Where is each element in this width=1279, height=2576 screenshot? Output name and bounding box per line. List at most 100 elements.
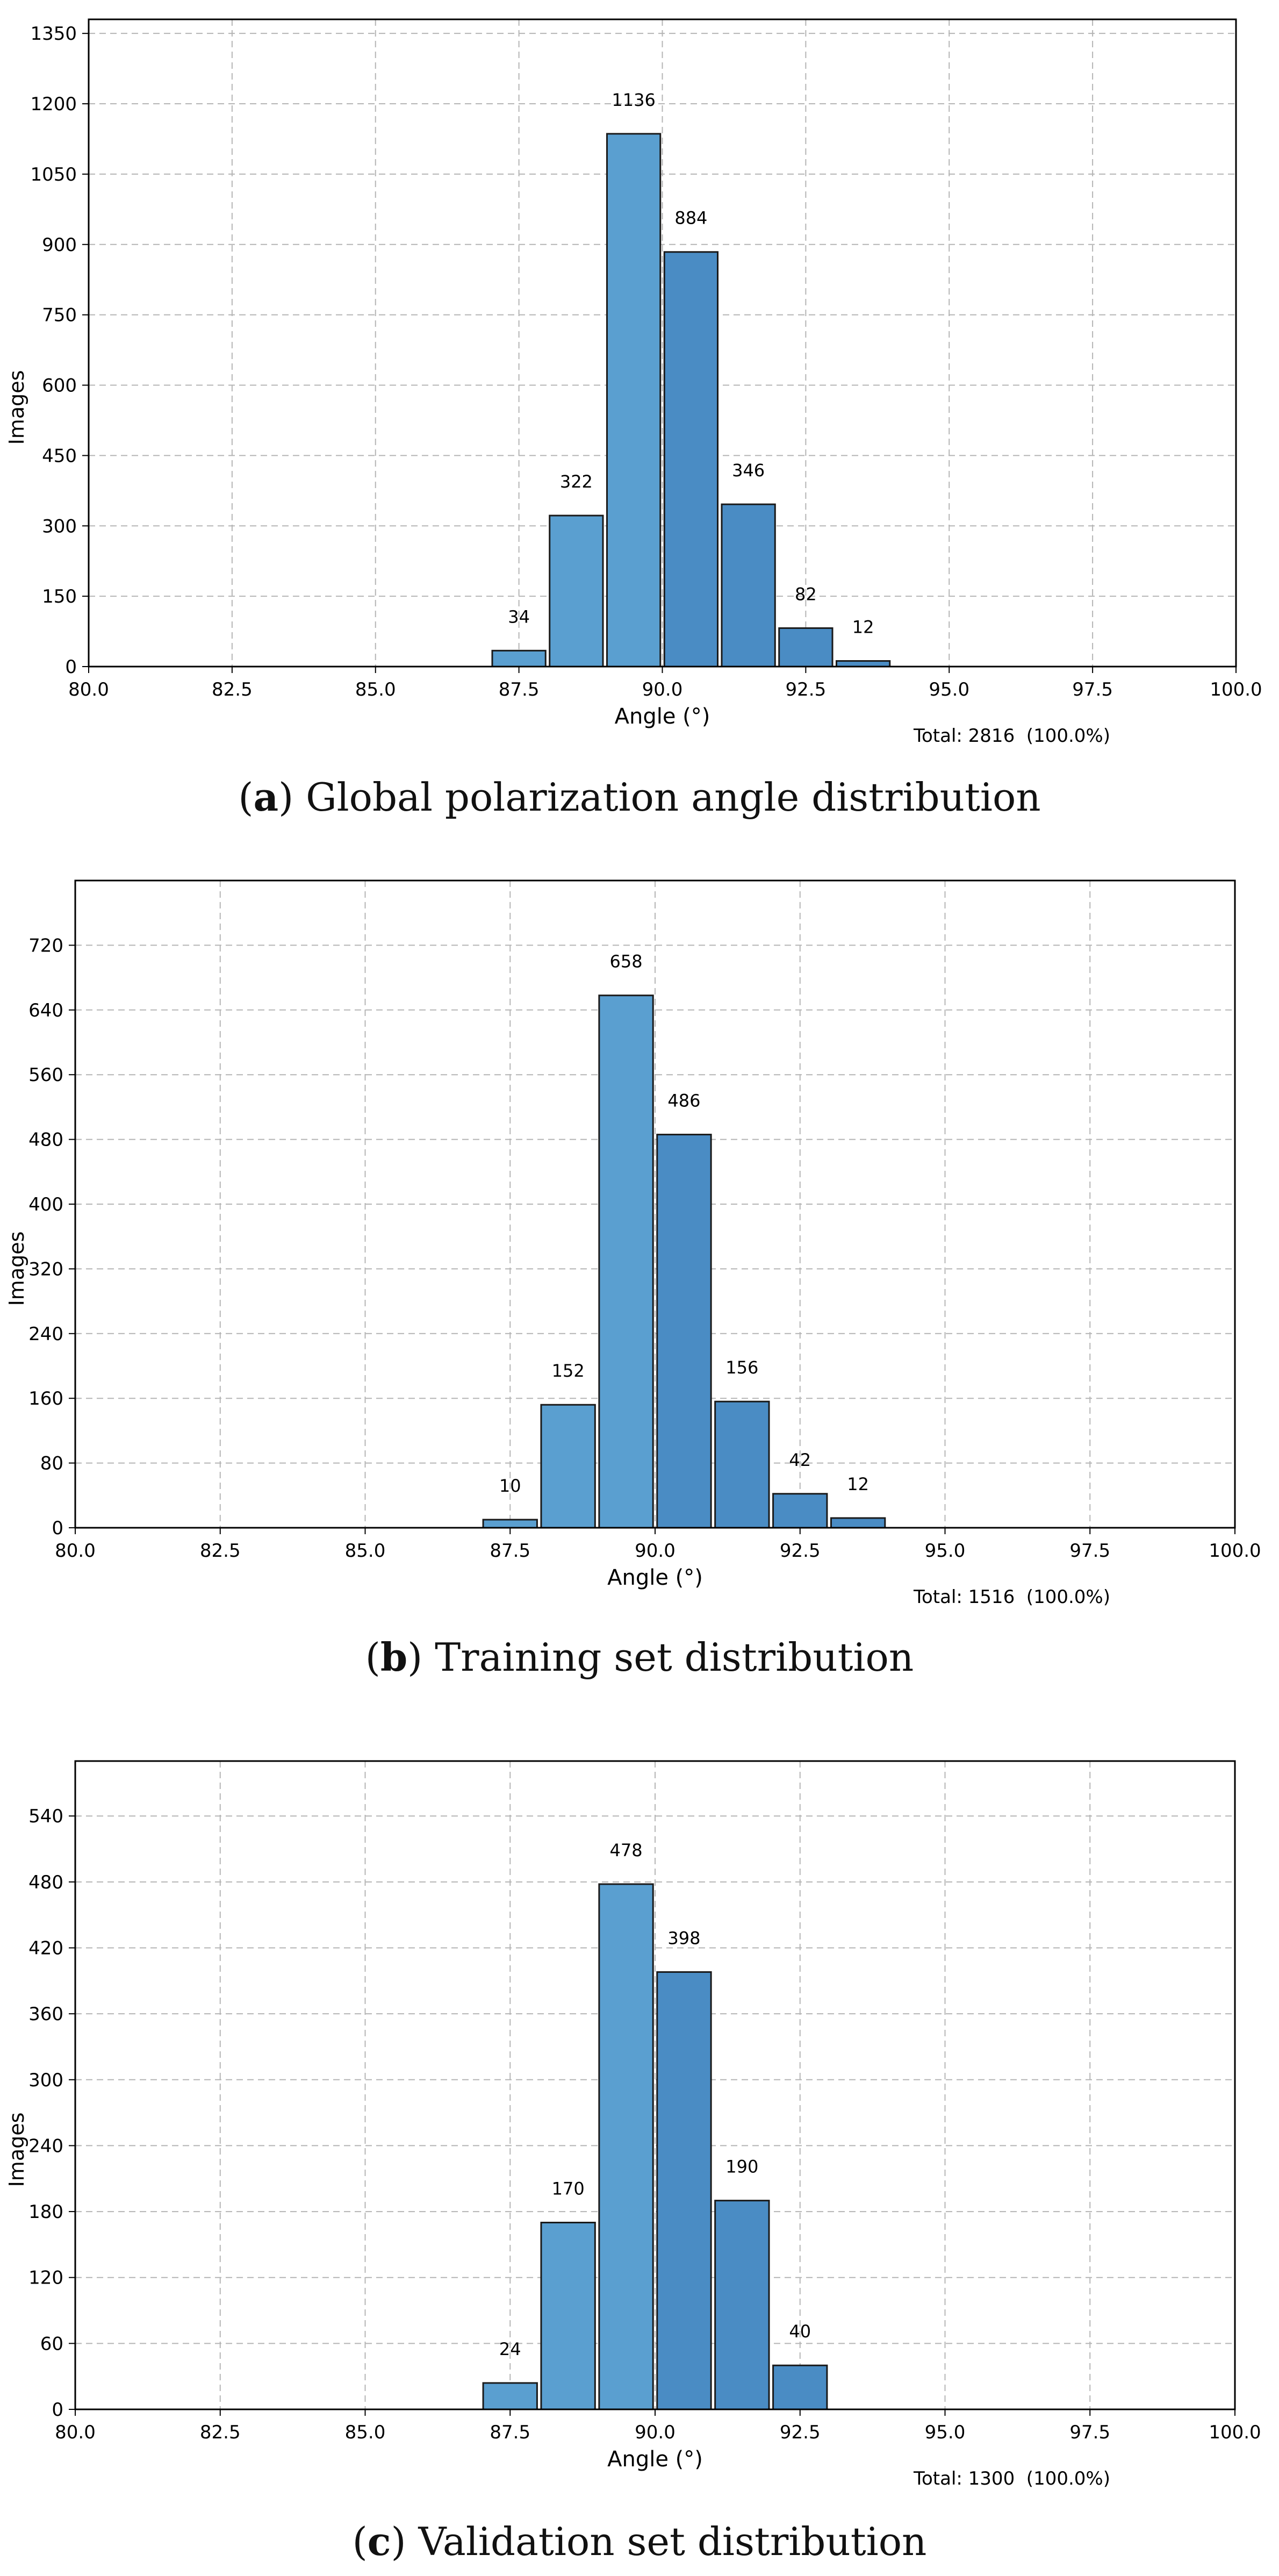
y-tick-label: 400: [28, 1194, 63, 1215]
y-tick-label: 120: [28, 2267, 63, 2289]
caption-tag: a: [253, 774, 279, 820]
x-tick-label: 87.5: [490, 1540, 530, 1562]
chart-global-distribution: 80.0 82.5 85.0 87.5 90.0 92.5 95.0 97.5 100.0 0 15…: [5, 18, 1262, 747]
bar-value-label: 346: [732, 460, 765, 481]
histogram-bar: [656, 1134, 712, 1529]
x-tick-label: 100.0: [1210, 679, 1262, 700]
y-tick-label: 640: [28, 1000, 63, 1021]
caption-text: Validation set distribution: [418, 2519, 927, 2564]
bar-value-label: 156: [725, 1357, 758, 1378]
x-tick-label: 92.5: [780, 1540, 821, 1562]
histogram-bar: [491, 649, 547, 668]
histogram-bar: [721, 503, 776, 668]
x-tick-label: 97.5: [1069, 1540, 1110, 1562]
y-tick-label: 480: [28, 1872, 63, 1893]
y-tick-label: 0: [52, 1518, 63, 1539]
histogram-bar: [598, 1883, 654, 2410]
y-tick-label: 80: [40, 1453, 63, 1475]
y-tick-label: 150: [42, 586, 77, 607]
x-tick-label: 80.0: [55, 1540, 96, 1562]
histogram-bar: [656, 1971, 712, 2410]
histogram-bar: [482, 2382, 538, 2410]
histogram-bar: [772, 1493, 828, 1529]
y-tick-label: 480: [28, 1129, 63, 1151]
bar-value-label: 34: [508, 606, 530, 627]
x-tick-label: 87.5: [499, 679, 540, 700]
chart-training-distribution: 80.0 82.5 85.0 87.5 90.0 92.5 95.0 97.5 100.0 0 80…: [5, 879, 1261, 1608]
histogram-bar: [606, 133, 662, 668]
histogram-bar: [540, 1404, 596, 1529]
bar-value-label: 1136: [612, 90, 655, 110]
bar-value-label: 82: [795, 584, 817, 604]
caption-text: Training set distribution: [435, 1635, 914, 1680]
bar-value-label: 322: [560, 471, 593, 492]
y-tick-label: 600: [42, 375, 77, 397]
x-tick-label: 100.0: [1209, 1540, 1261, 1562]
y-tick-label: 720: [28, 935, 63, 956]
y-tick-label: 60: [40, 2333, 63, 2355]
bar-value-label: 190: [725, 2157, 758, 2177]
histogram-bar: [835, 660, 891, 668]
bar-value-label: 398: [667, 1928, 700, 1948]
y-tick-label: 360: [28, 2003, 63, 2025]
y-tick-label: 240: [28, 1323, 63, 1345]
y-tick-label: 560: [28, 1064, 63, 1086]
bar-value-label: 478: [610, 1840, 643, 1861]
total-annotation: Total: 2816 (100.0%): [913, 725, 1110, 747]
bar-value-label: 170: [552, 2179, 585, 2199]
y-axis-label: Images: [5, 1232, 28, 1306]
x-tick-label: 85.0: [345, 1540, 386, 1562]
histogram-bar: [598, 994, 654, 1529]
histogram-bar: [549, 514, 604, 668]
x-axis-label: Angle (°): [615, 704, 710, 729]
caption-tag: c: [367, 2518, 391, 2564]
plot-frame: [74, 879, 1236, 1529]
bar-value-label: 658: [610, 951, 643, 972]
x-tick-label: 82.5: [200, 1540, 241, 1562]
caption-text: Global polarization angle distribution: [306, 775, 1041, 820]
x-axis-label: Angle (°): [607, 1565, 703, 1590]
x-tick-label: 95.0: [925, 1540, 966, 1562]
chart-caption: (b) Training set distribution: [365, 1634, 914, 1680]
histogram-bar: [714, 1400, 770, 1529]
y-tick-label: 420: [28, 1937, 63, 1959]
x-tick-label: 92.5: [780, 2422, 821, 2443]
total-annotation: Total: 1300 (100.0%): [913, 2468, 1110, 2489]
plot-frame: [88, 18, 1237, 668]
y-tick-label: 0: [65, 656, 77, 678]
y-tick-label: 900: [42, 234, 77, 256]
bar-value-label: 486: [667, 1091, 700, 1111]
histogram-bar: [830, 1517, 886, 1529]
bar-value-label: 40: [789, 2321, 811, 2342]
plot-frame: [74, 1760, 1236, 2410]
bar-value-label: 12: [852, 617, 874, 638]
bar-value-label: 884: [674, 208, 707, 228]
y-tick-label: 320: [28, 1258, 63, 1280]
y-tick-label: 1200: [30, 94, 77, 115]
chart-caption: (a) Global polarization angle distributi…: [238, 774, 1041, 820]
x-tick-label: 90.0: [635, 2422, 676, 2443]
x-axis-label: Angle (°): [607, 2447, 703, 2472]
histogram-bar: [482, 1519, 538, 1529]
chart-panel-global: 80.0 82.5 85.0 87.5 90.0 92.5 95.0 97.5 100.0 0 15…: [0, 0, 1279, 820]
histogram-bar: [772, 2364, 828, 2410]
x-tick-label: 97.5: [1072, 679, 1113, 700]
histogram-bar: [663, 251, 719, 668]
bar-value-label: 12: [847, 1474, 869, 1494]
bar-value-label: 152: [552, 1361, 585, 1381]
x-tick-label: 95.0: [925, 2422, 966, 2443]
x-tick-label: 90.0: [635, 1540, 676, 1562]
y-axis-label: Images: [5, 370, 28, 445]
y-tick-label: 160: [28, 1388, 63, 1409]
chart-validation-distribution: 80.0 82.5 85.0 87.5 90.0 92.5 95.0 97.5 100.0 0 60…: [5, 1760, 1261, 2489]
x-tick-label: 97.5: [1069, 2422, 1110, 2443]
x-tick-label: 82.5: [200, 2422, 241, 2443]
x-tick-label: 90.0: [642, 679, 683, 700]
y-tick-label: 1350: [30, 23, 77, 45]
y-tick-label: 240: [28, 2135, 63, 2157]
y-tick-label: 540: [28, 1806, 63, 1827]
x-tick-label: 100.0: [1209, 2422, 1261, 2443]
histogram-bar: [714, 2200, 770, 2410]
x-tick-label: 85.0: [355, 679, 396, 700]
x-tick-label: 87.5: [490, 2422, 530, 2443]
